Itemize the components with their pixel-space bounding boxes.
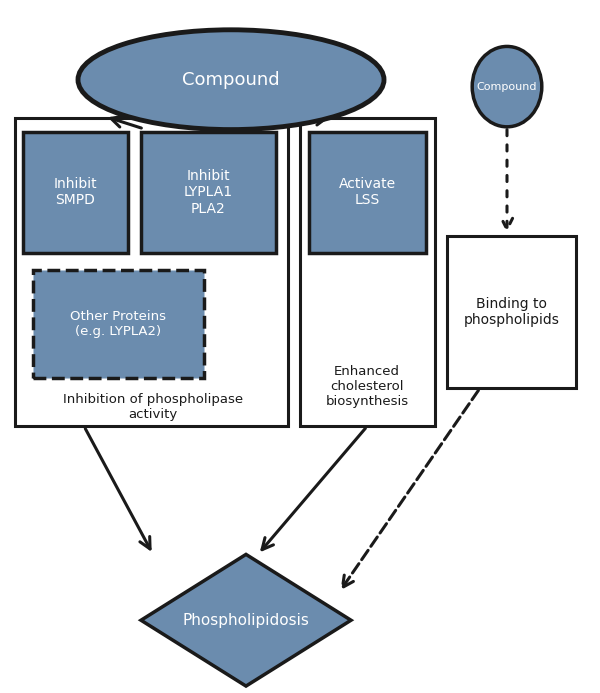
FancyBboxPatch shape <box>309 132 426 253</box>
FancyBboxPatch shape <box>300 118 435 426</box>
Text: Enhanced
cholesterol
biosynthesis: Enhanced cholesterol biosynthesis <box>326 365 409 408</box>
FancyBboxPatch shape <box>33 270 204 378</box>
Circle shape <box>472 46 542 127</box>
Text: Compound: Compound <box>182 71 280 89</box>
Text: Activate
LSS: Activate LSS <box>339 177 396 207</box>
Polygon shape <box>141 554 351 686</box>
Text: Inhibit
SMPD: Inhibit SMPD <box>53 177 97 207</box>
FancyBboxPatch shape <box>141 132 276 253</box>
Text: Other Proteins
(e.g. LYPLA2): Other Proteins (e.g. LYPLA2) <box>70 310 167 338</box>
FancyBboxPatch shape <box>447 236 576 388</box>
Text: Inhibition of phospholipase
activity: Inhibition of phospholipase activity <box>63 394 243 421</box>
Ellipse shape <box>78 30 384 130</box>
Text: Compound: Compound <box>477 82 537 91</box>
Text: Binding to
phospholipids: Binding to phospholipids <box>464 297 559 327</box>
FancyBboxPatch shape <box>15 118 288 426</box>
FancyBboxPatch shape <box>23 132 128 253</box>
Text: Phospholipidosis: Phospholipidosis <box>182 613 310 628</box>
Text: Inhibit
LYPLA1
PLA2: Inhibit LYPLA1 PLA2 <box>184 169 233 216</box>
